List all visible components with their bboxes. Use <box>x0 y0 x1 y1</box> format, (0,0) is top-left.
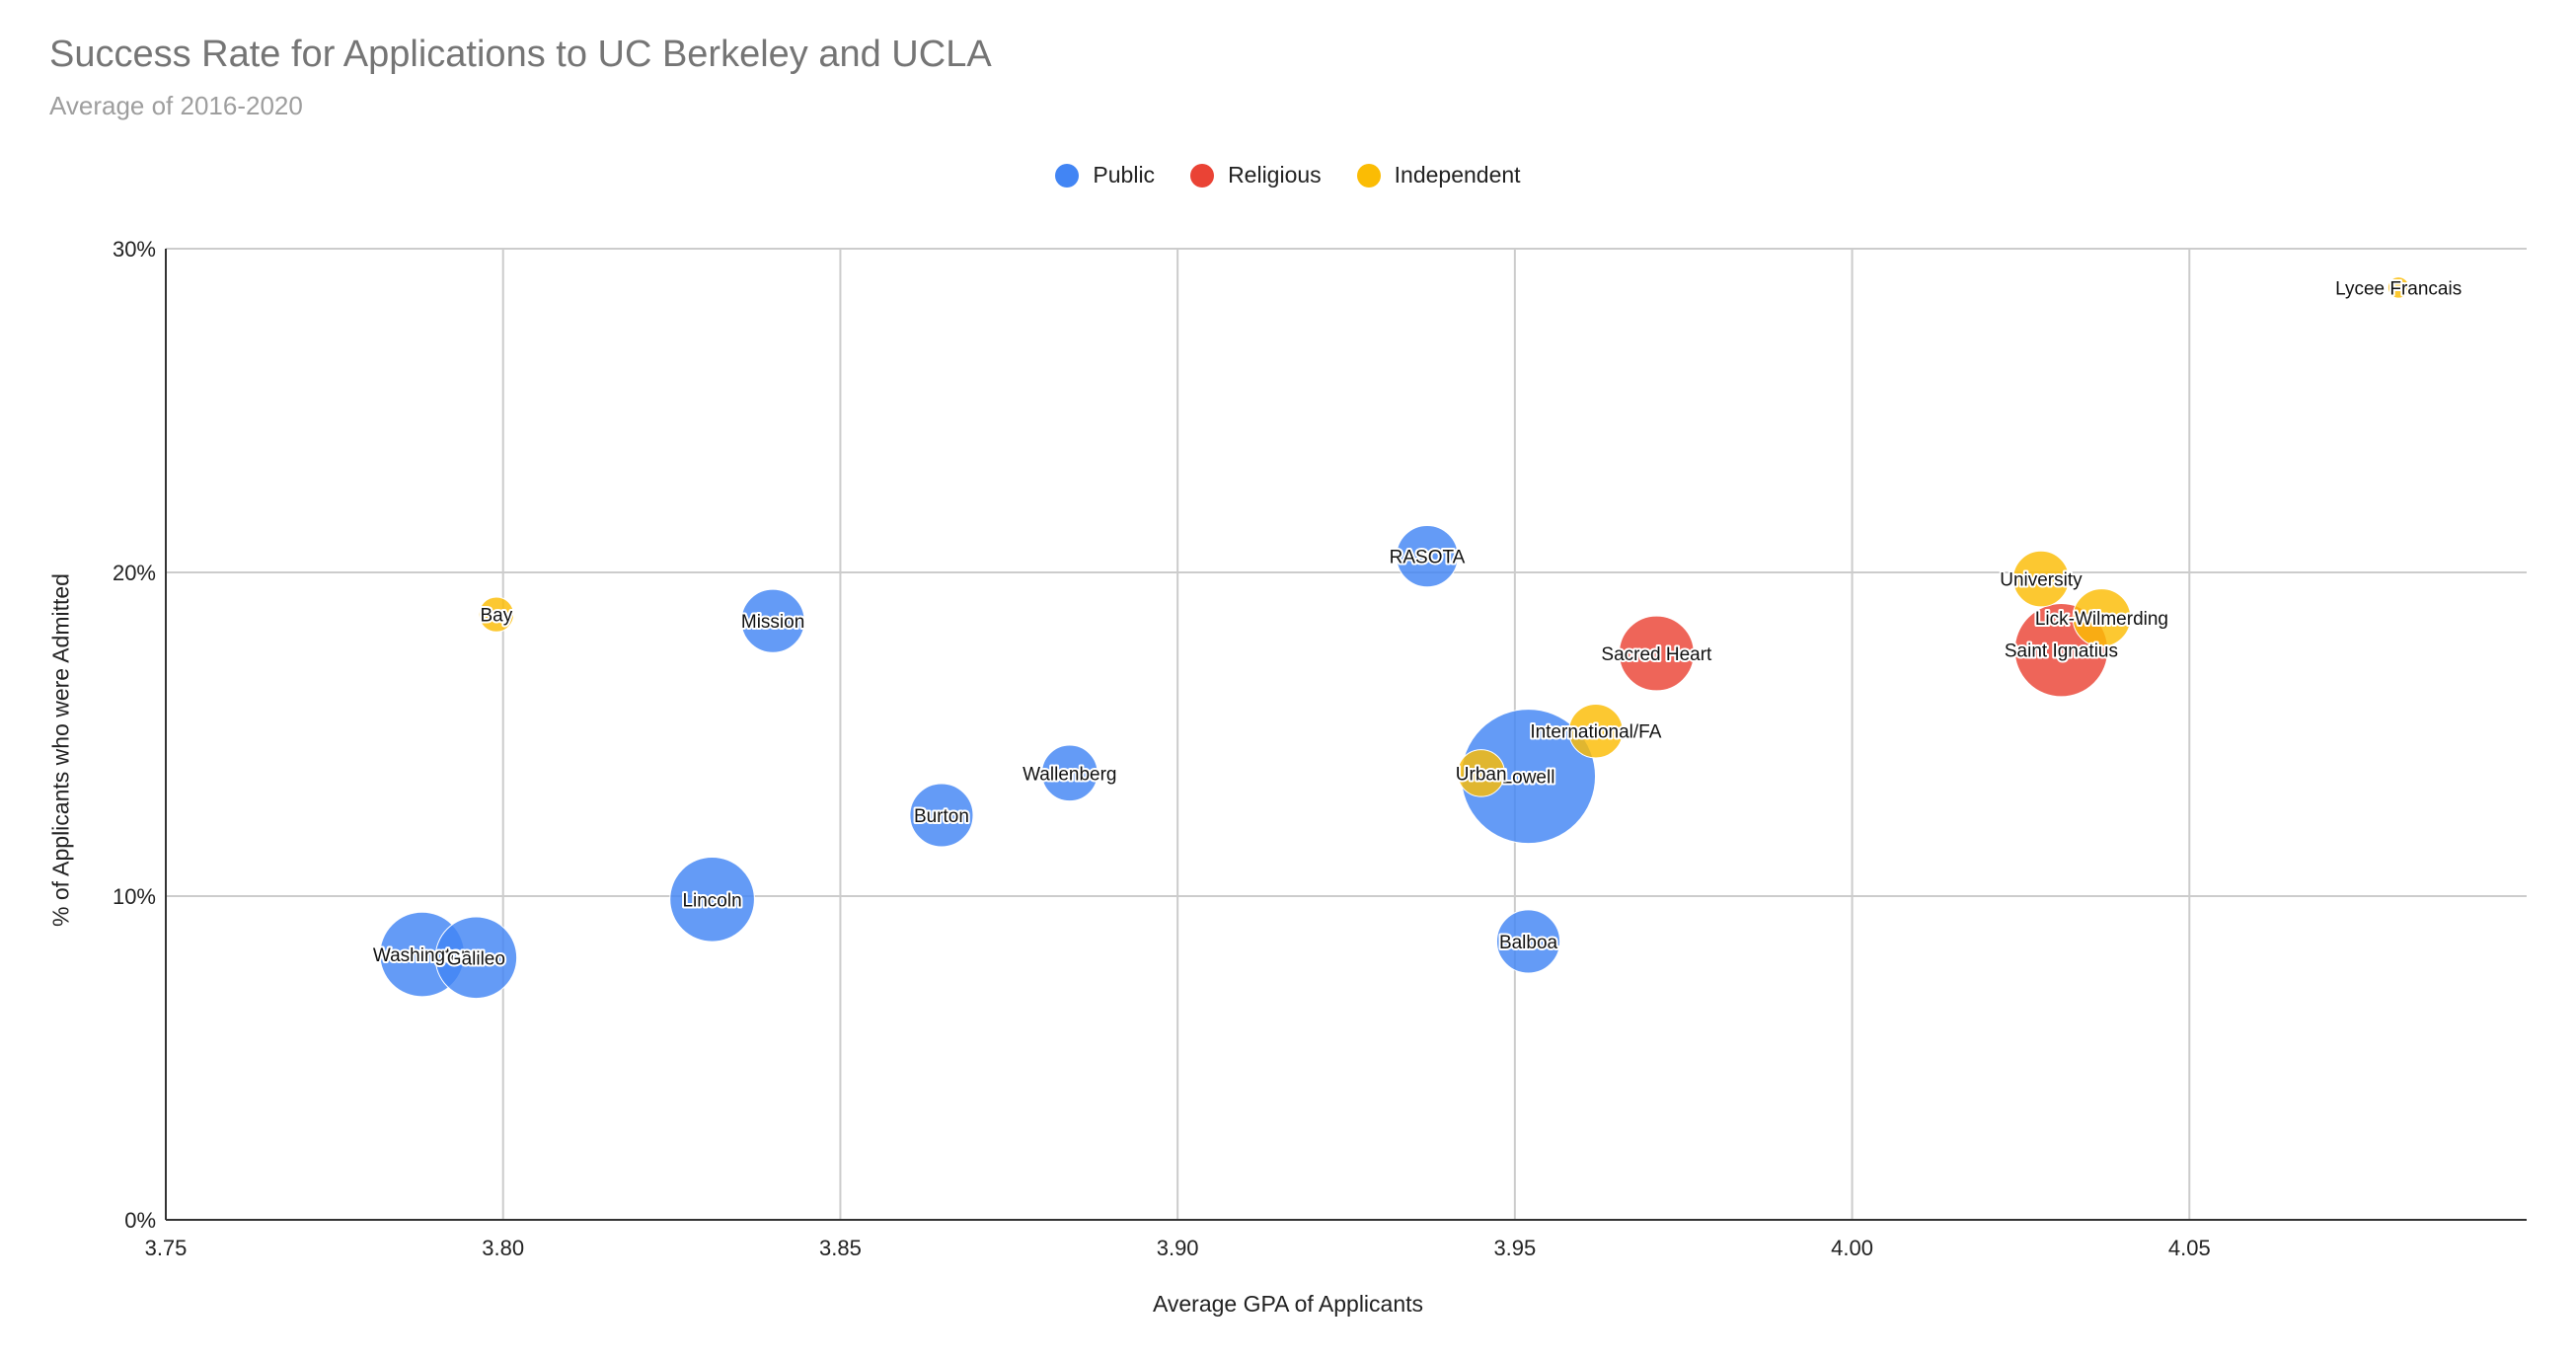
chart-subtitle: Average of 2016-2020 <box>49 91 303 120</box>
x-tick-label: 4.00 <box>1831 1236 1873 1260</box>
bubble-label-halo: Lick-Wilmerding <box>2035 609 2168 630</box>
bubble-label: Sacred Heart <box>1601 644 1712 665</box>
bubble-label-halo: Lincoln <box>682 890 741 911</box>
legend-swatch-public <box>1055 163 1080 188</box>
bubble-label-halo: Lowell <box>1502 768 1555 789</box>
bubble-label-halo: Washington <box>373 945 472 966</box>
legend-swatch-religious <box>1190 163 1215 188</box>
x-tick-label: 3.85 <box>819 1236 862 1260</box>
bubble-label-halo: University <box>2000 570 2083 591</box>
x-tick-label: 3.90 <box>1157 1236 1199 1260</box>
legend-label-public: Public <box>1093 162 1156 188</box>
bubble-label-halo: Lycee Francais <box>2335 278 2462 299</box>
bubble-label-halo: International/FA <box>1530 722 1661 743</box>
bubble-public <box>1040 744 1099 802</box>
x-tick-label: 4.05 <box>2168 1236 2211 1260</box>
legend-swatch-independent <box>1356 163 1381 188</box>
legend-item-religious[interactable]: Religious <box>1190 162 1322 189</box>
bubble-label: Washington <box>373 945 472 966</box>
bubble-label: Lycee Francais <box>2335 278 2462 299</box>
bubble-public <box>909 783 974 848</box>
bubble-label: Lick-Wilmerding <box>2035 609 2168 630</box>
bubble-label: Mission <box>741 612 804 633</box>
bubble-label-halo: Urban <box>1456 764 1507 785</box>
bubble-label-halo: Sacred Heart <box>1601 644 1712 665</box>
bubble-label-halo: Saint Ignatius <box>2005 641 2118 662</box>
bubble-public <box>740 588 805 653</box>
bubble-label: Saint Ignatius <box>2005 641 2118 662</box>
bubble-label-halo: Bay <box>481 606 513 627</box>
bubble-label: Wallenberg <box>1023 764 1116 785</box>
bubble-label: Urban <box>1456 764 1507 785</box>
bubble-label-halo: RASOTA <box>1390 548 1466 568</box>
legend-label-independent: Independent <box>1394 162 1521 188</box>
bubble-label: Balboa <box>1499 933 1558 953</box>
bubble-independent <box>478 596 515 633</box>
chart-title: Success Rate for Applications to UC Berk… <box>49 34 992 75</box>
bubble-label-halo: Mission <box>741 612 804 633</box>
x-tick-label: 3.80 <box>482 1236 524 1260</box>
y-axis-label: % of Applicants who were Admitted <box>47 573 74 927</box>
y-tick-label: 0% <box>124 1208 156 1233</box>
bubble-label: RASOTA <box>1390 548 1466 568</box>
bubble-label-halo: Balboa <box>1499 933 1558 953</box>
y-tick-label: 20% <box>113 561 156 585</box>
bubble-public <box>434 916 518 1000</box>
bubble-label-halo: Wallenberg <box>1023 764 1116 785</box>
bubble-independent <box>1568 703 1624 759</box>
bubble-religious <box>1618 615 1695 692</box>
bubble-label: Galileo <box>447 948 505 969</box>
y-tick-label: 30% <box>113 237 156 262</box>
x-axis-label: Average GPA of Applicants <box>1152 1291 1424 1317</box>
bubble-label: International/FA <box>1530 722 1661 743</box>
bubble-public <box>669 856 755 943</box>
legend: Public Religious Independent <box>0 162 2576 189</box>
bubble-label-halo: Burton <box>914 806 969 827</box>
bubble-public <box>1495 909 1561 974</box>
bubble-independent <box>2012 550 2070 608</box>
bubble-label: University <box>2000 570 2083 591</box>
bubble-independent <box>1457 749 1505 797</box>
legend-item-public[interactable]: Public <box>1055 162 1155 189</box>
x-tick-label: 3.95 <box>1493 1236 1536 1260</box>
bubble-label: Lowell <box>1502 768 1555 789</box>
x-tick-label: 3.75 <box>145 1236 188 1260</box>
bubble-label: Lincoln <box>682 890 741 911</box>
bubble-independent <box>2387 276 2410 299</box>
legend-item-independent[interactable]: Independent <box>1356 162 1521 189</box>
legend-label-religious: Religious <box>1228 162 1322 188</box>
bubble-public <box>1396 524 1459 588</box>
bubble-label-halo: Galileo <box>447 948 505 969</box>
bubble-label: Bay <box>481 606 513 627</box>
y-tick-label: 10% <box>113 884 156 909</box>
bubble-independent <box>2072 588 2132 647</box>
bubble-label: Burton <box>914 806 969 827</box>
